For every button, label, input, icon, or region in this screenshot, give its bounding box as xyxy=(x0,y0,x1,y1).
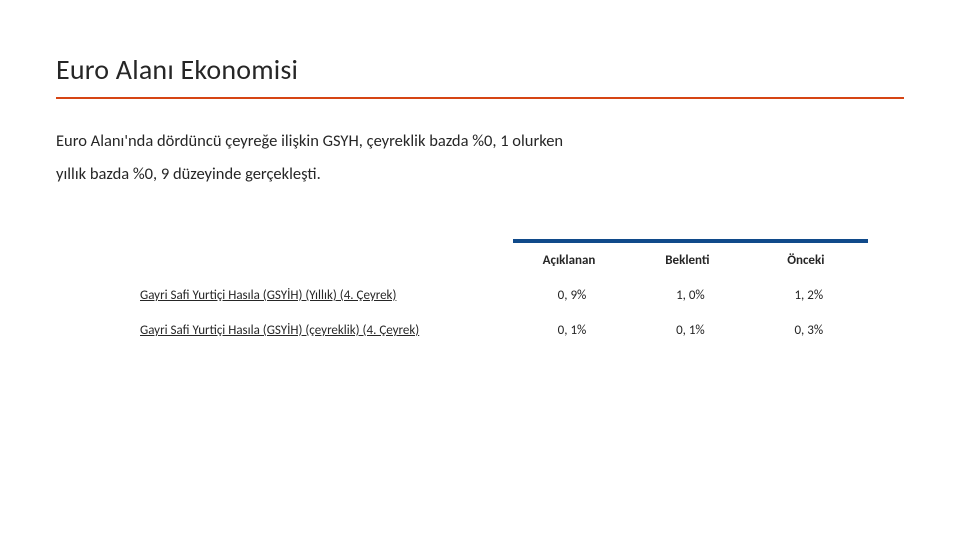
table-row: Gayri Safi Yurtiçi Hasıla (GSYİH) (Yıllı… xyxy=(128,278,868,313)
table-col-blank xyxy=(128,243,513,278)
page-title: Euro Alanı Ekonomisi xyxy=(56,52,904,97)
table-row: Gayri Safi Yurtiçi Hasıla (GSYİH) (çeyre… xyxy=(128,313,868,348)
cell-value: 1, 0% xyxy=(631,278,749,313)
cell-value: 1, 2% xyxy=(750,278,868,313)
cell-value: 0, 1% xyxy=(631,313,749,348)
row-label-quarterly: Gayri Safi Yurtiçi Hasıla (GSYİH) (çeyre… xyxy=(128,313,513,348)
cell-value: 0, 1% xyxy=(513,313,631,348)
cell-value: 0, 9% xyxy=(513,278,631,313)
table-col-previous: Önceki xyxy=(750,243,868,278)
table-col-expected: Beklenti xyxy=(631,243,749,278)
title-rule xyxy=(56,97,904,99)
cell-value: 0, 3% xyxy=(750,313,868,348)
table-header-row: Açıklanan Beklenti Önceki xyxy=(128,243,868,278)
gdp-table-container: Açıklanan Beklenti Önceki Gayri Safi Yur… xyxy=(128,239,868,348)
table-col-announced: Açıklanan xyxy=(513,243,631,278)
body-paragraph: Euro Alanı'nda dördüncü çeyreğe ilişkin … xyxy=(56,125,576,191)
gdp-table: Açıklanan Beklenti Önceki Gayri Safi Yur… xyxy=(128,239,868,348)
row-label-yearly: Gayri Safi Yurtiçi Hasıla (GSYİH) (Yıllı… xyxy=(128,278,513,313)
